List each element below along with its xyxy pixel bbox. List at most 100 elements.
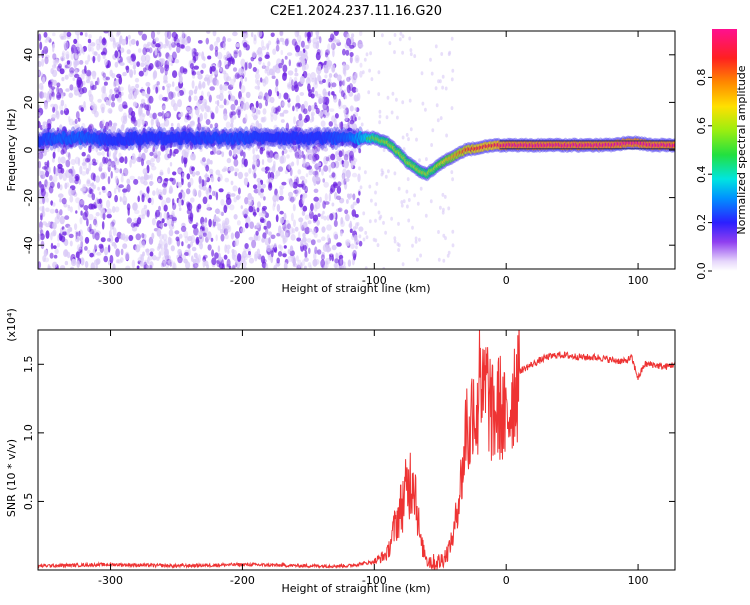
spectrogram-noise-cell (74, 124, 80, 130)
spectrogram-noise-cell (182, 142, 187, 148)
spectrogram-noise-cell (259, 191, 264, 199)
spectrogram-noise-cell (331, 42, 336, 50)
spectrogram-noise-cell (260, 188, 265, 193)
spectrogram-noise-cell (255, 100, 259, 108)
spectrogram-noise-cell (211, 190, 216, 196)
spectrogram-noise-cell (293, 80, 298, 89)
spectrogram-noise-cell (133, 178, 139, 185)
spectrogram-noise-cell (356, 197, 360, 204)
spectrogram-noise-cell (90, 101, 95, 109)
spectrogram-noise-cell (141, 194, 145, 203)
spectrogram-noise-cell (384, 174, 388, 179)
spectrogram-noise-cell (229, 111, 234, 118)
spectrogram-noise-cell (64, 74, 69, 80)
spectrogram-noise-cell (149, 151, 154, 157)
spectrogram-noise-cell (75, 210, 78, 214)
spectrogram-noise-cell (350, 115, 354, 121)
spectrogram-noise-cell (289, 167, 293, 177)
spectrogram-noise-cell (333, 219, 338, 227)
spectrogram-noise-cell (149, 264, 153, 269)
spectrogram-noise-cell (447, 52, 451, 57)
spectrogram-noise-cell (128, 58, 131, 64)
spectrogram-noise-cell (320, 213, 324, 220)
spectrogram-noise-cell (162, 85, 165, 91)
spectrogram-noise-cell (106, 208, 112, 215)
spectrogram-noise-cell (336, 74, 342, 82)
spectrogram-noise-cell (149, 113, 153, 119)
spectrogram-noise-cell (266, 44, 269, 51)
spectrogram-noise-cell (146, 248, 150, 256)
spectrogram-noise-cell (388, 41, 392, 46)
spectrogram-noise-cell (270, 114, 274, 123)
spectrogram-noise-cell (446, 253, 450, 258)
spectrogram-noise-cell (234, 231, 240, 239)
spectrogram-noise-cell (201, 179, 205, 188)
spectrogram-noise-cell (157, 112, 163, 117)
spectrogram-noise-cell (409, 52, 413, 57)
spectrogram-noise-cell (323, 181, 330, 188)
spectrogram-noise-cell (295, 255, 299, 262)
spectrogram-noise-cell (315, 35, 321, 40)
spectrogram-noise-cell (144, 144, 147, 151)
spectrogram-noise-cell (187, 243, 191, 249)
spectrogram-noise-cell (119, 168, 123, 174)
spectrogram-x-tick-label: -200 (230, 274, 255, 287)
spectrogram-noise-cell (280, 119, 285, 123)
spectrogram-noise-cell (435, 103, 439, 108)
spectrogram-noise-cell (73, 73, 80, 79)
spectrogram-noise-cell (143, 264, 149, 269)
spectrogram-noise-cell (51, 157, 55, 163)
spectrogram-noise-cell (315, 107, 320, 115)
spectrogram-noise-cell (181, 191, 186, 199)
spectrogram-noise-cell (306, 31, 311, 38)
spectrogram-noise-cell (189, 141, 194, 150)
spectrogram-noise-cell (203, 254, 208, 259)
spectrogram-noise-cell (87, 226, 91, 232)
spectrogram-noise-cell (275, 170, 281, 177)
spectrogram-noise-cell (181, 31, 185, 39)
spectrogram-noise-cell (163, 223, 168, 227)
spectrogram-noise-cell (368, 68, 371, 73)
spectrogram-noise-cell (82, 45, 88, 52)
spectrogram-noise-cell (434, 44, 438, 49)
spectrogram-noise-cell (145, 264, 149, 269)
spectrogram-noise-cell (312, 170, 319, 176)
spectrogram-noise-cell (62, 231, 67, 236)
spectrogram-noise-cell (103, 31, 109, 34)
spectrogram-noise-cell (391, 91, 395, 96)
spectrogram-noise-cell (287, 70, 294, 76)
spectrogram-noise-cell (284, 55, 288, 60)
spectrogram-noise-cell (80, 257, 85, 266)
spectrogram-noise-cell (293, 145, 298, 153)
spectrogram-noise-cell (230, 232, 234, 240)
spectrogram-noise-cell (99, 161, 104, 168)
spectrogram-noise-cell (287, 84, 293, 88)
spectrogram-noise-cell (76, 76, 83, 86)
spectrogram-noise-cell (350, 204, 355, 210)
spectrogram-noise-cell (96, 151, 102, 156)
spectrogram-noise-cell (198, 52, 201, 57)
spectrogram-noise-cell (106, 199, 111, 209)
spectrogram-noise-cell (283, 262, 288, 269)
spectrogram-noise-cell (190, 127, 194, 132)
spectrogram-noise-cell (431, 128, 435, 133)
spectrogram-noise-cell (187, 181, 192, 188)
spectrogram-noise-cell (183, 151, 189, 158)
spectrogram-noise-cell (305, 77, 311, 86)
spectrogram-noise-cell (101, 119, 105, 125)
spectrogram-noise-cell (252, 160, 258, 166)
spectrogram-noise-cell (52, 222, 57, 230)
spectrogram-noise-cell (38, 60, 42, 68)
spectrogram-noise-cell (146, 186, 150, 193)
spectrogram-noise-cell (314, 201, 321, 210)
spectrogram-noise-cell (56, 82, 61, 88)
spectrogram-noise-cell (186, 202, 191, 210)
spectrogram-noise-cell (88, 203, 94, 210)
spectrogram-noise-cell (74, 156, 80, 165)
spectrogram-noise-cell (268, 231, 272, 236)
spectrogram-noise-cell (322, 210, 325, 215)
spectrogram-noise-cell (349, 56, 353, 64)
spectrogram-noise-cell (198, 189, 202, 198)
spectrogram-noise-cell (199, 148, 203, 152)
spectrogram-noise-cell (407, 137, 410, 142)
